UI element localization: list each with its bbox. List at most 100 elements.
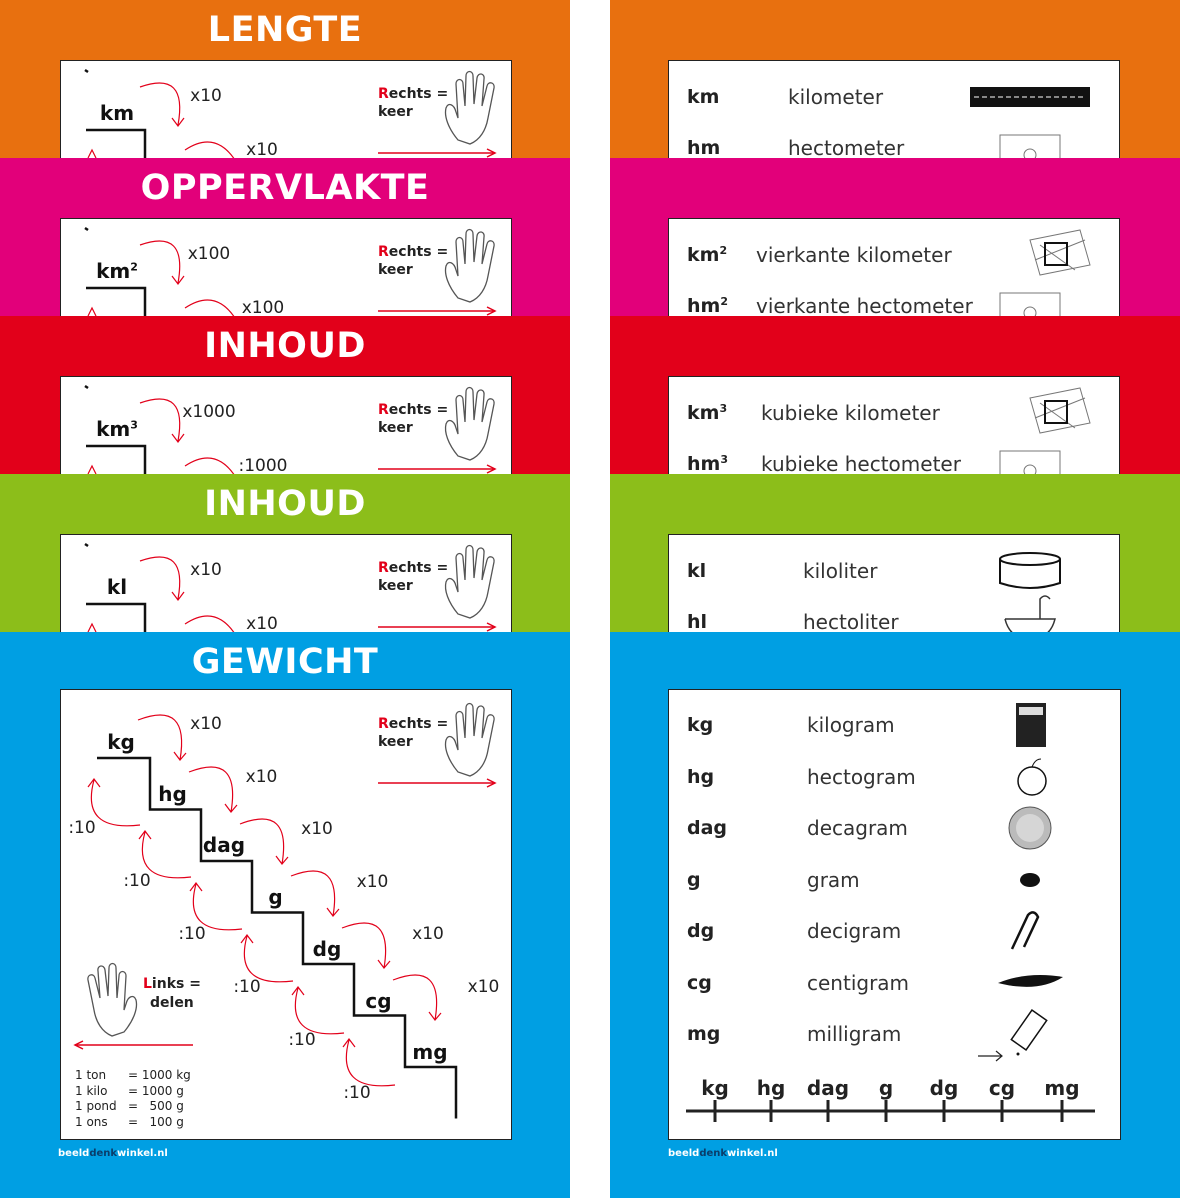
up-arc	[341, 922, 391, 969]
divide-label: :10	[343, 1083, 371, 1103]
keer-label: keer	[378, 262, 413, 278]
unit-text: km	[96, 417, 131, 441]
hand-icon	[444, 544, 495, 619]
panel-title: GEWICHT	[191, 642, 379, 682]
unit-text: kl	[106, 575, 128, 599]
brand-part: denk	[89, 1148, 118, 1159]
left-panel-inhoud: INHOUD kl x10 x10 Rechts = keer	[0, 474, 570, 632]
divide-label: :10	[178, 924, 206, 944]
unit-name: hectometer	[788, 136, 905, 158]
unit-abbreviation: km3	[687, 402, 727, 424]
multiply-label: x10	[190, 86, 222, 106]
unit-name: vierkante hectometer	[756, 294, 973, 316]
up-arc	[239, 818, 289, 865]
down-arc	[87, 622, 97, 632]
unit-name: vierkante kilometer	[756, 243, 952, 267]
hand-outline	[87, 962, 138, 1037]
arrow-icon	[73, 1040, 193, 1050]
unit-name: milligram	[807, 1022, 902, 1046]
arrow-icon	[378, 464, 497, 474]
panel-card	[668, 534, 1120, 632]
pill	[1020, 872, 1040, 887]
number-line-label: hg	[756, 1076, 786, 1100]
rechts-rest: echts =	[388, 716, 449, 732]
coin-inner	[1016, 814, 1044, 842]
left-panel-gewicht: GEWICHT kg hg dag g dg cg mg x10 x10 x10 x10 x10 x10:…	[0, 632, 570, 1198]
right-panel-3: kl kiloliter hl hectoliter	[610, 474, 1180, 632]
rechts-label: Rechts =	[378, 244, 448, 260]
multiply-label: x100	[187, 244, 231, 264]
number-line-label: cg	[988, 1076, 1016, 1100]
up-arc	[184, 457, 235, 474]
delen-label: delen	[150, 995, 194, 1011]
brand-part: beeld	[58, 1148, 90, 1159]
second-operation-label: :1000	[238, 456, 288, 474]
up-arc	[139, 82, 185, 127]
panel-card	[60, 218, 512, 316]
panel-card	[668, 218, 1120, 316]
second-operation-label: x10	[246, 614, 278, 632]
multiply-label: x1000	[182, 402, 236, 422]
unit-superscript: 3	[130, 418, 138, 432]
unit-abbreviation: km	[687, 86, 719, 108]
city-map-icon	[1029, 387, 1091, 434]
number-line-label: dg	[929, 1076, 959, 1100]
down-arc	[87, 778, 141, 827]
unit-abbreviation: hg	[687, 765, 715, 788]
up-arc	[139, 240, 185, 285]
number-line-label: mg	[1044, 1076, 1080, 1100]
up-arc	[184, 141, 235, 158]
conversion-value: = 500 g	[128, 1099, 184, 1113]
divide-label: :10	[68, 818, 96, 838]
arrow-head	[486, 778, 497, 788]
up-arc	[139, 556, 185, 601]
up-arc	[188, 766, 238, 813]
up-arc	[290, 870, 340, 917]
feather	[998, 974, 1063, 987]
unit-name: kilometer	[788, 85, 884, 109]
unit-name: gram	[807, 867, 860, 892]
arrow-icon	[378, 622, 497, 632]
panel-title: LENGTE	[207, 10, 363, 50]
down-arc	[291, 986, 345, 1035]
down-arc	[87, 306, 97, 316]
sugar-box-icon	[1016, 703, 1046, 747]
hand-outline	[444, 544, 495, 619]
apple-icon	[1017, 758, 1047, 796]
top-unit: km	[100, 101, 134, 125]
brand-part: beeld	[668, 1148, 700, 1159]
links-rest: inks =	[151, 976, 201, 992]
abbr-text: kl	[687, 560, 707, 583]
stair-line	[84, 384, 147, 474]
unit-name: kubieke kilometer	[761, 401, 940, 425]
top-unit: km2	[96, 259, 138, 283]
down-arc	[189, 882, 243, 931]
stair-line	[97, 756, 458, 1119]
unit-abbreviation: dag	[687, 817, 728, 839]
up-arc	[184, 299, 235, 316]
rechts-first-letter: R	[378, 402, 389, 418]
abbr-text: hm	[687, 295, 721, 316]
divide-label: :10	[288, 1030, 316, 1050]
staircase	[84, 384, 235, 474]
unit-abbreviation: hm	[687, 137, 720, 158]
pill-icon	[1020, 872, 1040, 887]
left-panel-inhoud: INHOUD km3 x1000:1000 Rechts = keer	[0, 316, 570, 474]
staircase	[84, 68, 235, 158]
feather-icon	[998, 974, 1063, 987]
abbr-text: hm	[687, 453, 721, 474]
center-circle	[1023, 464, 1037, 474]
conversion-name: 1 pond	[75, 1099, 117, 1113]
hand-icon	[444, 702, 495, 777]
multiply-label: x10	[467, 976, 500, 997]
rechts-first-letter: R	[378, 86, 389, 102]
abbr-superscript: 3	[720, 452, 728, 466]
panel-title: INHOUD	[204, 484, 366, 524]
down-arc	[87, 148, 97, 158]
left-panel-lengte: LENGTE km x10 x10 Rechts = keer	[0, 0, 570, 158]
multiply-label: x10	[245, 766, 278, 787]
step-label: kg	[107, 730, 135, 754]
square	[1044, 242, 1068, 266]
abbr-superscript: 2	[720, 294, 728, 308]
unit-name: hectoliter	[803, 610, 899, 632]
